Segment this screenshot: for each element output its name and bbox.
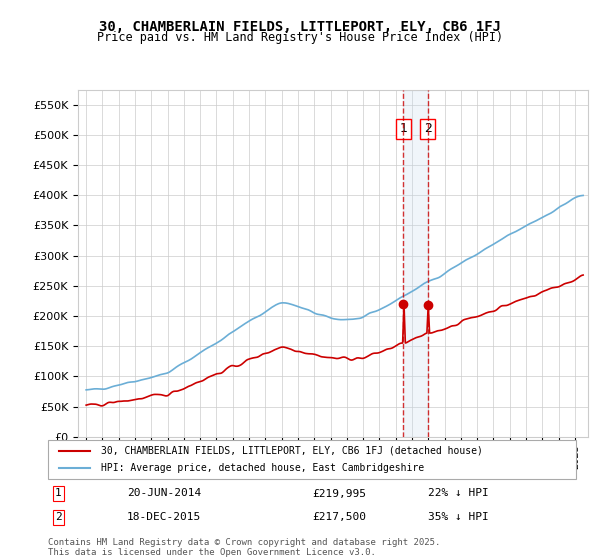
Text: 30, CHAMBERLAIN FIELDS, LITTLEPORT, ELY, CB6 1FJ: 30, CHAMBERLAIN FIELDS, LITTLEPORT, ELY,… <box>99 20 501 34</box>
Text: HPI: Average price, detached house, East Cambridgeshire: HPI: Average price, detached house, East… <box>101 463 424 473</box>
Text: 35% ↓ HPI: 35% ↓ HPI <box>428 512 489 522</box>
Text: £219,995: £219,995 <box>312 488 366 498</box>
Text: 1: 1 <box>55 488 62 498</box>
Text: 2: 2 <box>55 512 62 522</box>
Text: £217,500: £217,500 <box>312 512 366 522</box>
Text: 2: 2 <box>424 122 431 136</box>
Text: 22% ↓ HPI: 22% ↓ HPI <box>428 488 489 498</box>
Text: 30, CHAMBERLAIN FIELDS, LITTLEPORT, ELY, CB6 1FJ (detached house): 30, CHAMBERLAIN FIELDS, LITTLEPORT, ELY,… <box>101 446 482 456</box>
Text: 20-JUN-2014: 20-JUN-2014 <box>127 488 202 498</box>
Text: 18-DEC-2015: 18-DEC-2015 <box>127 512 202 522</box>
Text: 1: 1 <box>400 122 407 136</box>
FancyBboxPatch shape <box>48 440 576 479</box>
Text: Contains HM Land Registry data © Crown copyright and database right 2025.
This d: Contains HM Land Registry data © Crown c… <box>48 538 440 557</box>
Text: Price paid vs. HM Land Registry's House Price Index (HPI): Price paid vs. HM Land Registry's House … <box>97 31 503 44</box>
Bar <box>403 90 428 437</box>
